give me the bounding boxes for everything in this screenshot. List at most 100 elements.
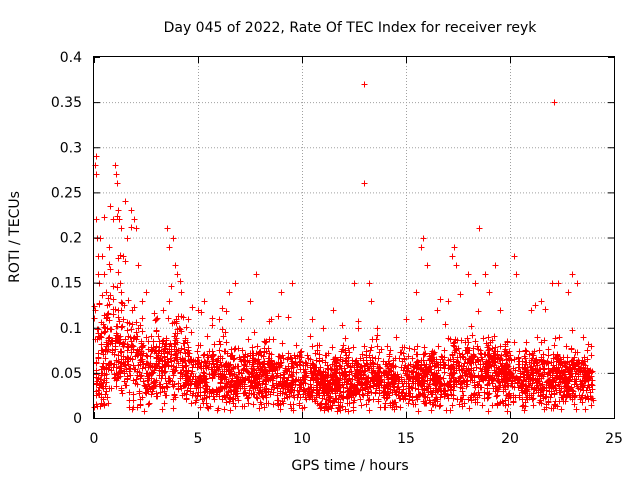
- y-tick-label: 0.4: [60, 50, 82, 66]
- roti-point: [166, 244, 173, 251]
- y-tick-label: 0.3: [60, 140, 82, 156]
- roti-point: [128, 207, 135, 214]
- roti-points-cloud: [91, 203, 597, 415]
- roti-point: [486, 289, 493, 296]
- roti-point: [374, 325, 381, 332]
- plot-frame: [93, 56, 615, 419]
- roti-point: [103, 289, 110, 296]
- roti-point: [226, 289, 233, 296]
- roti-point: [115, 207, 122, 214]
- y-axis-label: ROTI / TECUs: [7, 191, 23, 283]
- roti-point: [278, 289, 285, 296]
- roti-point: [172, 262, 179, 269]
- roti-point: [453, 262, 460, 269]
- roti-point: [528, 307, 535, 314]
- roti-point: [472, 280, 479, 287]
- roti-point: [164, 225, 171, 232]
- roti-point: [201, 298, 208, 305]
- x-tick-label: 5: [194, 431, 203, 447]
- roti-point: [420, 235, 427, 242]
- x-tick-label: 20: [501, 431, 519, 447]
- roti-point: [361, 180, 368, 187]
- roti-point: [403, 316, 410, 323]
- x-tick-label: 0: [90, 431, 99, 447]
- roti-point: [574, 280, 581, 287]
- roti-point: [445, 298, 452, 305]
- roti-point: [232, 280, 239, 287]
- roti-point: [569, 271, 576, 278]
- y-tick-label: 0.2: [60, 231, 82, 247]
- roti-point: [492, 262, 499, 269]
- roti-point: [393, 334, 400, 341]
- roti-point: [135, 262, 142, 269]
- roti-point: [247, 298, 254, 305]
- roti-point: [289, 280, 296, 287]
- roti-point: [131, 216, 138, 223]
- roti-point: [124, 235, 131, 242]
- y-tick-label: 0.1: [60, 321, 82, 337]
- y-tick-label: 0.25: [51, 185, 82, 201]
- roti-point: [160, 307, 167, 314]
- roti-point: [93, 216, 100, 223]
- roti-point: [482, 271, 489, 278]
- roti-point: [451, 244, 458, 251]
- roti-point: [434, 307, 441, 314]
- roti-point: [449, 253, 456, 260]
- axis-ticks: 0 5 10 15 20 25 0 0.05 0.1 0.15 0.2 0.25 0.3 0.35 0.4: [51, 50, 623, 447]
- roti-point: [418, 244, 425, 251]
- roti-point: [170, 235, 177, 242]
- roti-point: [185, 316, 192, 323]
- roti-point: [95, 271, 102, 278]
- x-tick-label: 10: [293, 431, 311, 447]
- roti-point: [580, 334, 587, 341]
- roti-point: [118, 225, 125, 232]
- x-axis-label: GPS time / hours: [291, 458, 408, 474]
- roti-point: [113, 171, 120, 178]
- roti-point: [133, 225, 140, 232]
- roti-point: [253, 271, 260, 278]
- roti-point: [195, 307, 202, 314]
- roti-point: [465, 271, 472, 278]
- roti-point: [555, 280, 562, 287]
- x-tick-label: 15: [397, 431, 415, 447]
- y-tick-label: 0: [73, 411, 82, 427]
- roti-point: [120, 253, 127, 260]
- roti-point: [143, 289, 150, 296]
- roti-point: [114, 180, 121, 187]
- roti-point: [588, 343, 595, 350]
- roti-point: [112, 162, 119, 169]
- y-tick-label: 0.35: [51, 95, 82, 111]
- roti-point: [268, 316, 275, 323]
- x-tick-label: 25: [605, 431, 623, 447]
- data-points: [91, 81, 597, 415]
- roti-point: [511, 253, 518, 260]
- roti-point: [565, 289, 572, 296]
- roti-point: [110, 216, 117, 223]
- roti-point: [368, 298, 375, 305]
- roti-point: [174, 271, 181, 278]
- roti-point: [106, 244, 113, 251]
- roti-point: [116, 216, 123, 223]
- roti-point: [93, 153, 100, 160]
- roti-point: [476, 225, 483, 232]
- roti-point: [122, 198, 129, 205]
- roti-point: [424, 262, 431, 269]
- roti-point: [366, 280, 373, 287]
- roti-point: [93, 171, 100, 178]
- chart-title: Day 045 of 2022, Rate Of TEC Index for r…: [164, 20, 538, 36]
- roti-point: [178, 289, 185, 296]
- roti-point: [153, 316, 160, 323]
- roti-point: [413, 289, 420, 296]
- roti-point: [497, 307, 504, 314]
- roti-point: [101, 271, 108, 278]
- roti-point: [551, 99, 558, 106]
- roti-point: [309, 316, 316, 323]
- roti-point: [513, 271, 520, 278]
- y-tick-label: 0.05: [51, 366, 82, 382]
- roti-point: [320, 325, 327, 332]
- roti-point: [538, 298, 545, 305]
- roti-point: [549, 280, 556, 287]
- roti-point: [139, 298, 146, 305]
- y-tick-label: 0.15: [51, 276, 82, 292]
